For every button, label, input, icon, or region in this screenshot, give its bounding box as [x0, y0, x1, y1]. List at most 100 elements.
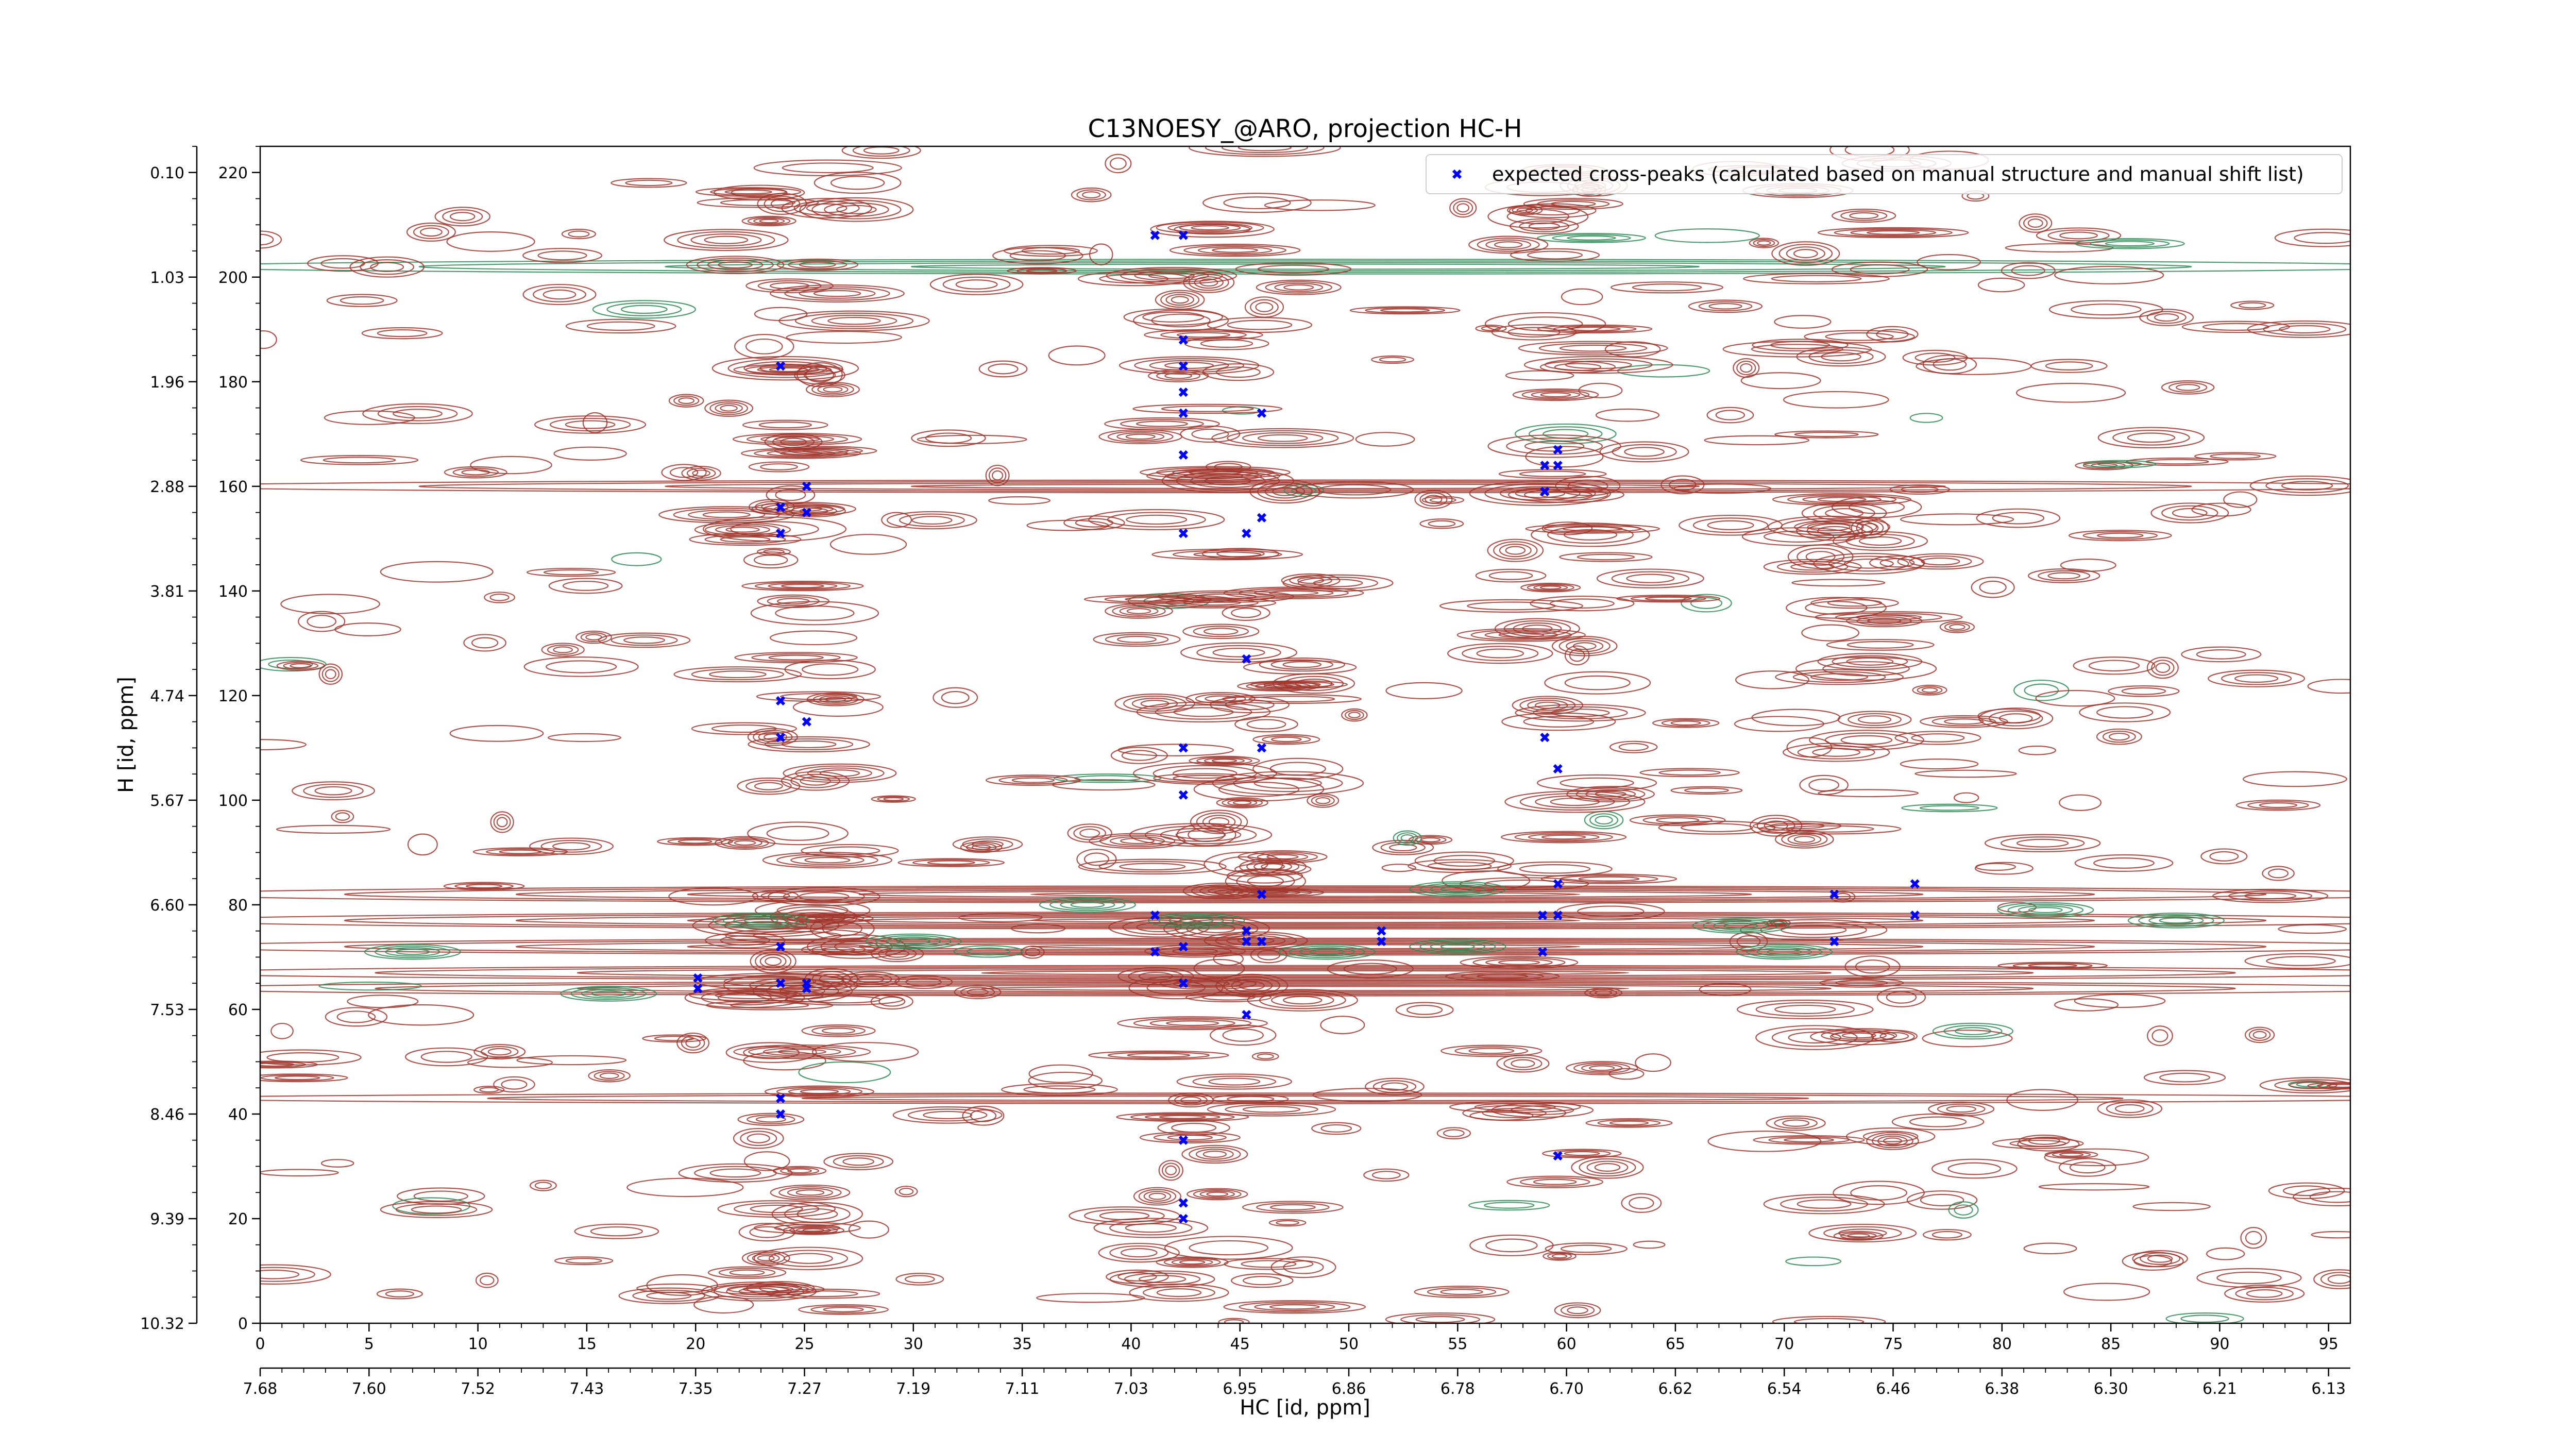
contour-line — [1589, 988, 1618, 997]
contour-line — [899, 513, 965, 527]
contour-line — [1527, 250, 1583, 260]
contour-line — [799, 892, 850, 901]
contour-line — [280, 594, 380, 614]
contour-line — [543, 289, 577, 300]
contour-line — [549, 417, 631, 432]
contour-line — [712, 913, 810, 929]
contour-line — [1224, 1258, 1314, 1270]
contour-line — [2054, 998, 2119, 1012]
contour-line — [1453, 200, 1473, 215]
contour-line — [1594, 1163, 1621, 1172]
contour-line — [955, 279, 998, 290]
contour-line — [1193, 1189, 1242, 1199]
peak-marker — [802, 508, 811, 517]
contour-line — [1493, 541, 1538, 560]
contour-line — [1886, 991, 1917, 1004]
contour-line — [774, 504, 834, 513]
contour-line — [1817, 227, 1969, 239]
contour-line — [1196, 812, 1242, 832]
contour-line — [1872, 1134, 1913, 1149]
contour-line — [499, 849, 542, 854]
y-ppm-tick-label: 2.88 — [150, 478, 184, 496]
contour-line — [988, 496, 1051, 505]
contour-line — [1165, 294, 1194, 306]
contour-line — [764, 1085, 875, 1098]
contour-line — [540, 839, 602, 853]
contour-line — [2196, 1268, 2302, 1288]
contour-line — [1132, 403, 1283, 414]
contour-line — [565, 420, 616, 429]
contour-line — [1609, 740, 1658, 753]
contour-line — [1216, 797, 1268, 808]
contour-line — [1307, 793, 1340, 808]
contour-line — [2069, 1161, 2106, 1174]
contour-line — [1485, 958, 1553, 967]
contour-line — [967, 947, 1011, 956]
contour-line — [260, 656, 327, 672]
contour-line — [941, 690, 970, 704]
contour-line — [1832, 208, 1896, 223]
contour-line — [1470, 629, 1572, 641]
x-tick-label: 15 — [577, 1335, 597, 1353]
contour-line — [907, 1108, 988, 1122]
contour-line — [1756, 817, 1795, 834]
contour-line — [2059, 1152, 2084, 1157]
contour-line — [1545, 1242, 1628, 1255]
contour-line — [1547, 526, 1634, 544]
contour-line — [1760, 922, 1867, 938]
contour-line — [1105, 603, 1173, 619]
contour-line — [1227, 1096, 1275, 1102]
contour-line — [1001, 1083, 1118, 1096]
contour-line — [754, 582, 851, 591]
contour-line — [697, 257, 774, 273]
contour-line — [443, 882, 525, 891]
contour-line — [1920, 1193, 1964, 1207]
contour-line — [1805, 551, 1836, 563]
contour-line — [1589, 813, 1619, 827]
peak-marker — [775, 529, 786, 538]
contour-line — [1134, 358, 1244, 373]
contour-line — [1461, 972, 1544, 981]
contour-line — [752, 979, 853, 1003]
contour-line — [1083, 594, 1233, 604]
contour-line — [1206, 1191, 1229, 1197]
contour-line — [1248, 696, 1335, 702]
contour-line — [1282, 661, 1322, 668]
contour-line — [812, 694, 858, 705]
contour-line — [788, 1088, 851, 1096]
contour-line — [1442, 870, 1531, 891]
contour-line — [747, 821, 849, 846]
contour-line — [724, 189, 772, 195]
contour-line — [1089, 833, 1186, 849]
contour-line — [813, 290, 861, 297]
contour-line — [376, 1288, 423, 1300]
contour-line — [465, 884, 503, 889]
contour-line — [1654, 228, 1760, 243]
contour-line — [1481, 326, 1501, 331]
contour-line — [1778, 244, 1833, 263]
contour-line — [1238, 587, 1349, 598]
contour-line — [1160, 978, 1257, 990]
contour-line — [260, 912, 2350, 930]
peak-marker — [1178, 1198, 1188, 1208]
contour-line — [1845, 533, 1915, 549]
contour-line — [444, 466, 507, 479]
legend-box — [1426, 154, 2343, 194]
contour-line — [782, 162, 874, 174]
contour-line — [1215, 933, 1297, 948]
contour-line — [2265, 478, 2349, 494]
contour-line — [1740, 363, 1753, 373]
contour-line — [1201, 548, 1280, 560]
contour-line — [1414, 836, 1447, 844]
contour-line — [1083, 852, 1109, 866]
contour-line — [1503, 1056, 1543, 1070]
peak-marker — [1150, 947, 1160, 957]
contour-line — [1118, 356, 1260, 375]
contour-line — [1257, 434, 1308, 442]
contour-line — [1436, 1127, 1471, 1140]
contour-line — [1476, 973, 1529, 979]
peak-marker — [1257, 513, 1267, 523]
contour-line — [1164, 362, 1214, 369]
contour-line — [1514, 832, 1613, 843]
